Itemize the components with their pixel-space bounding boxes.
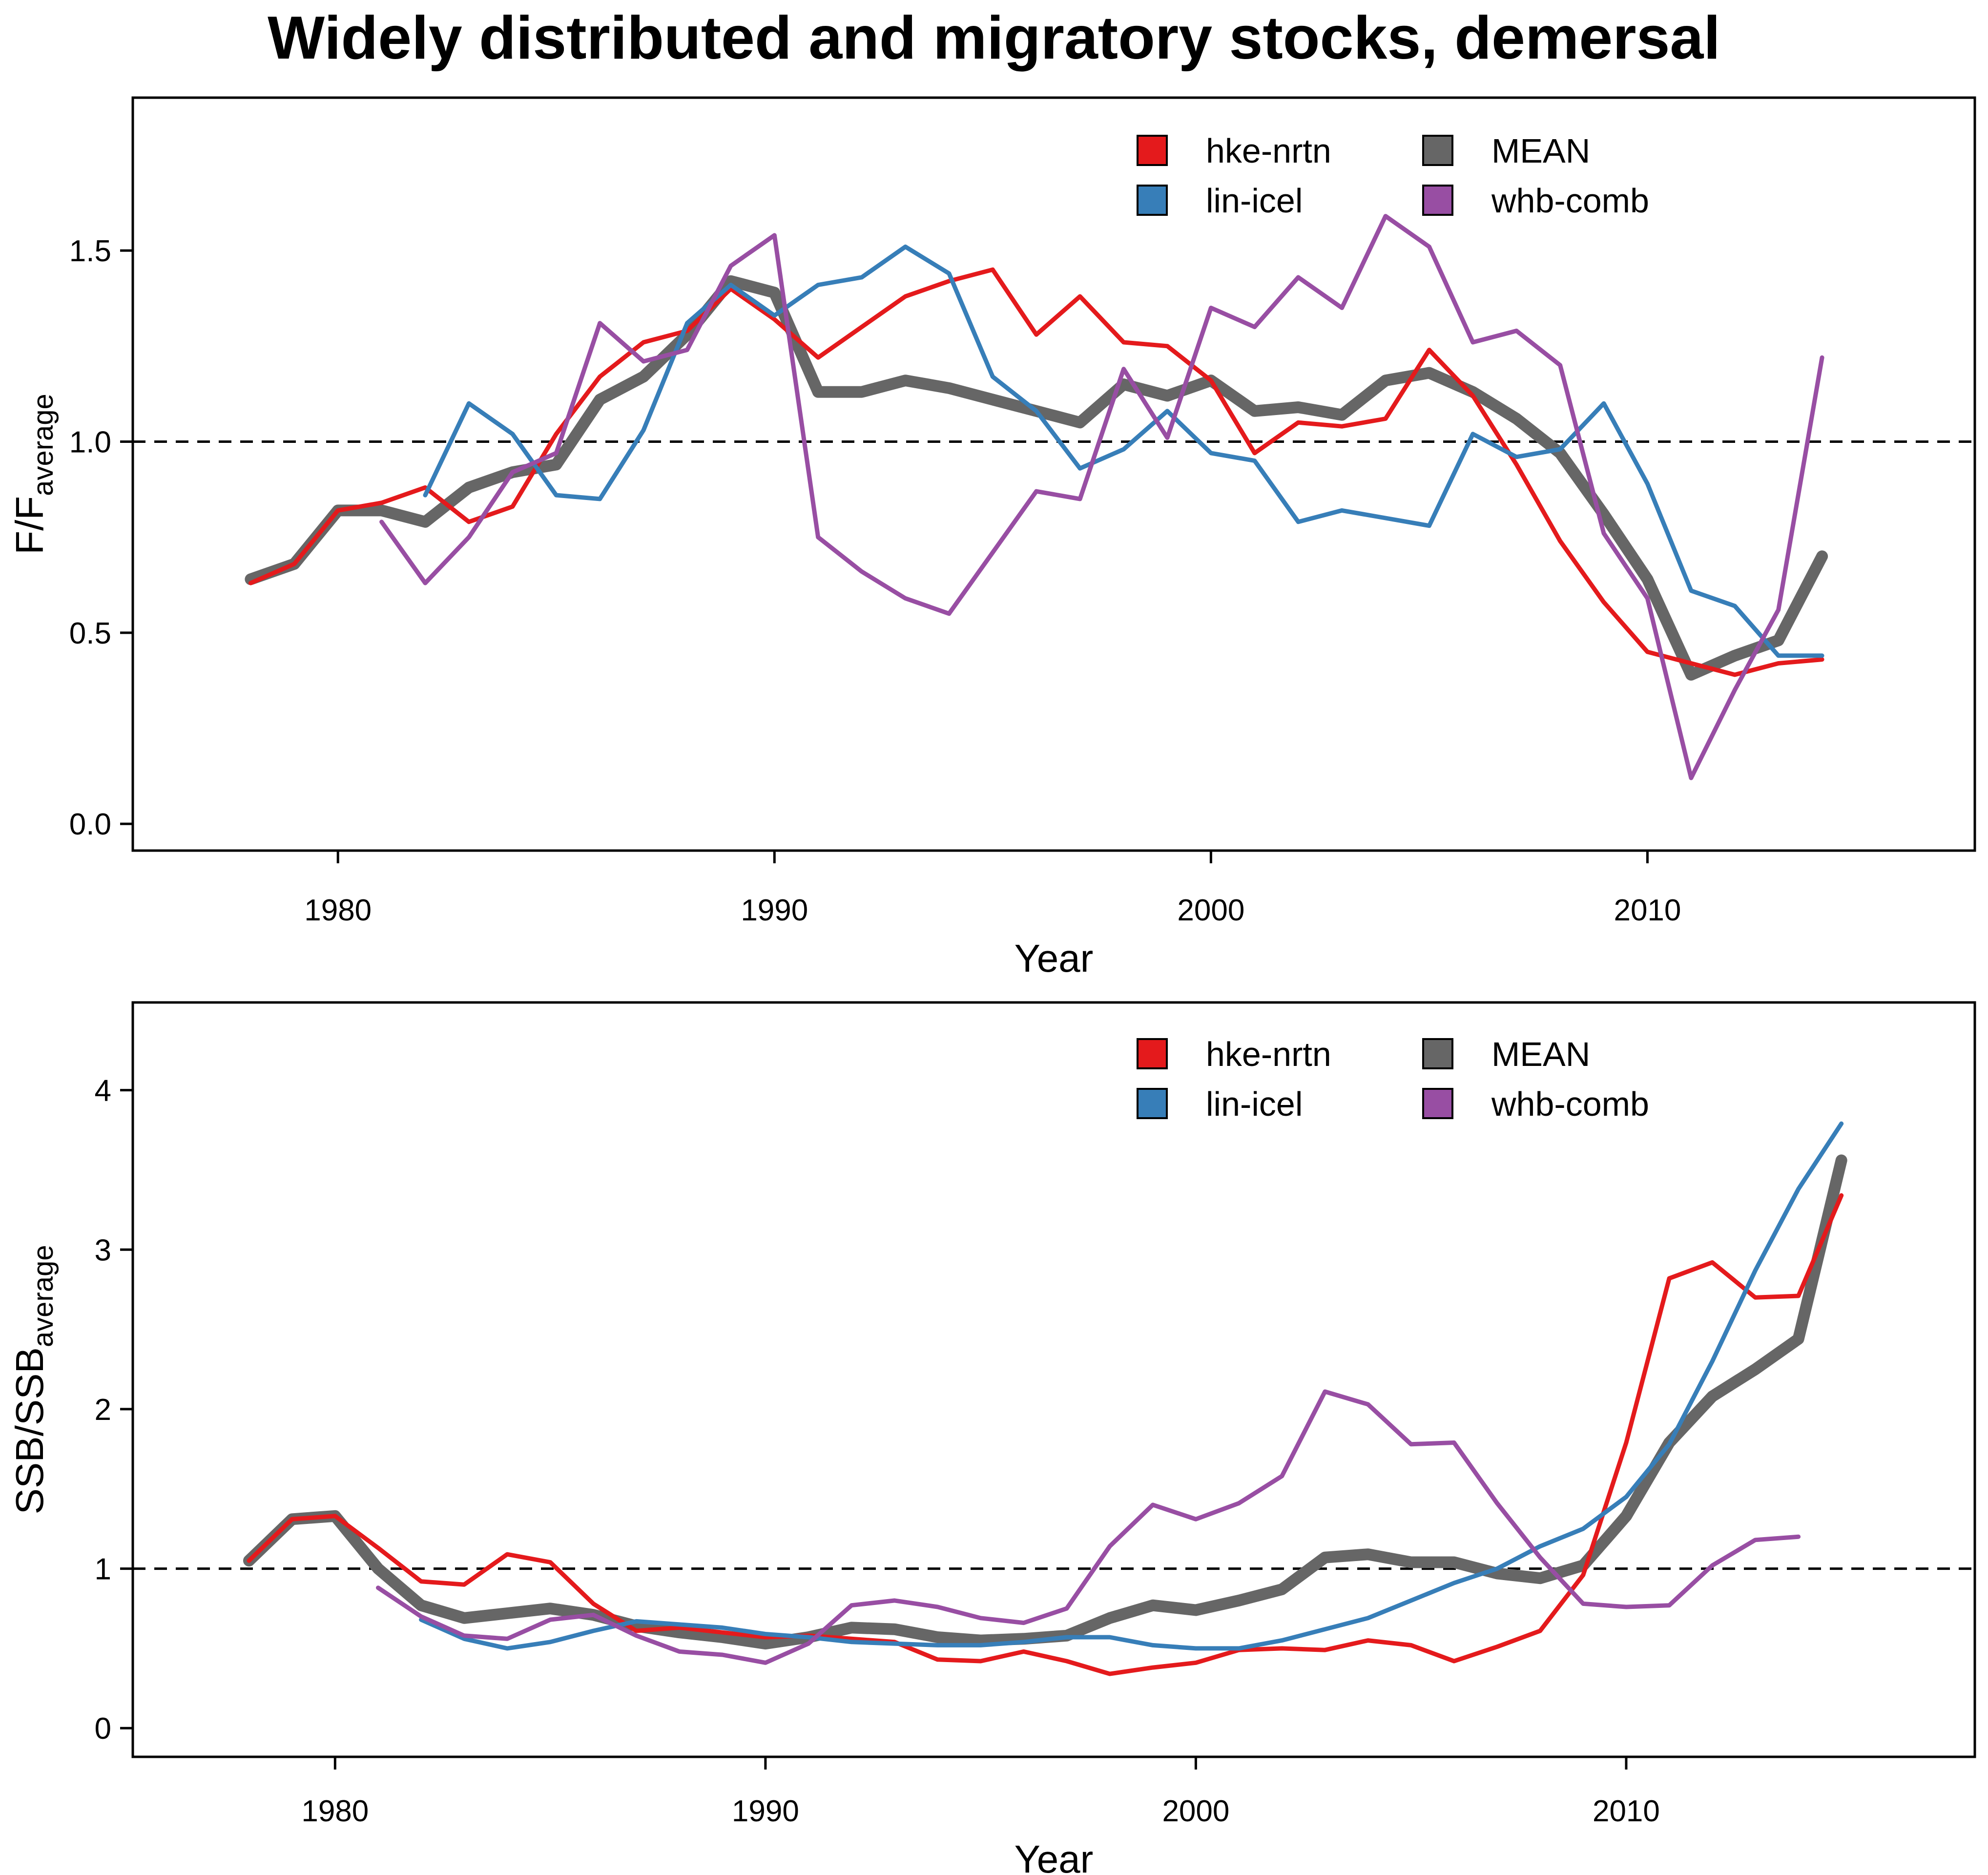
x-tick-label: 2000 <box>1162 1794 1229 1828</box>
y-axis-title-main: F/F <box>8 496 51 555</box>
y-tick-label: 1 <box>95 1553 111 1586</box>
y-axis-title: F/Faverage <box>8 394 59 555</box>
y-axis-title-main: SSB/SSB <box>8 1347 51 1514</box>
legend-swatch-MEAN <box>1422 135 1453 166</box>
legend-swatch-whb-comb <box>1422 1088 1453 1119</box>
legend-swatch-lin-icel <box>1137 185 1168 216</box>
series-line-lin-icel <box>419 1121 1844 1651</box>
series-line-whb-comb <box>379 214 1824 780</box>
legend-label-hke-nrtn: hke-nrtn <box>1206 1035 1331 1073</box>
y-tick-label: 1.0 <box>69 425 111 459</box>
x-tick-label: 2000 <box>1177 894 1244 927</box>
y-tick-label: 3 <box>95 1233 111 1267</box>
legend-label-lin-icel: lin-icel <box>1206 1085 1303 1123</box>
series-line-whb-comb <box>376 1389 1801 1665</box>
legend-label-lin-icel: lin-icel <box>1206 182 1303 220</box>
y-tick-label: 0.0 <box>69 808 111 841</box>
legend-label-MEAN: MEAN <box>1491 1035 1590 1073</box>
x-tick-label: 1980 <box>301 1794 369 1828</box>
x-tick-label: 2010 <box>1614 894 1681 927</box>
figure-title: Widely distributed and migratory stocks,… <box>268 4 1720 72</box>
y-tick-label: 2 <box>95 1393 111 1427</box>
x-axis-title: Year <box>1015 1837 1094 1875</box>
x-tick-label: 1980 <box>304 894 372 927</box>
series-line-MEAN <box>245 275 1828 681</box>
legend-swatch-hke-nrtn <box>1137 1038 1168 1069</box>
y-axis-title-subscript: average <box>27 1245 59 1348</box>
y-axis-title-subscript: average <box>27 394 59 496</box>
series-line-lin-icel <box>423 244 1824 658</box>
x-axis-title: Year <box>1015 937 1094 980</box>
y-tick-label: 0.5 <box>69 617 111 650</box>
x-tick-label: 1990 <box>732 1794 799 1828</box>
x-tick-label: 1990 <box>741 894 808 927</box>
legend-label-hke-nrtn: hke-nrtn <box>1206 132 1331 170</box>
series-line-hke-nrtn <box>248 267 1824 677</box>
legend-swatch-whb-comb <box>1422 185 1453 216</box>
plot-frame <box>131 96 1976 852</box>
f-ratio-panel: 1980 1990 2000 2010 0.0 0.5 1.0 1.5 hke-nrtn MEAN… <box>8 96 1976 980</box>
legend-swatch-lin-icel <box>1137 1088 1168 1119</box>
x-tick-label: 2010 <box>1593 1794 1660 1828</box>
y-tick-label: 1.5 <box>69 234 111 268</box>
ssb-ratio-panel: 1980 1990 2000 2010 0 1 2 3 4 hke-nrtn MEAN lin-ice… <box>8 1001 1976 1875</box>
y-tick-label: 0 <box>95 1712 111 1746</box>
series-line-hke-nrtn <box>247 1193 1844 1676</box>
legend-swatch-hke-nrtn <box>1137 135 1168 166</box>
legend-swatch-MEAN <box>1422 1038 1453 1069</box>
series-line-MEAN <box>243 1154 1847 1650</box>
plot-frame <box>131 1001 1976 1758</box>
legend-label-MEAN: MEAN <box>1491 132 1590 170</box>
y-tick-label: 4 <box>95 1074 111 1108</box>
y-axis-title: SSB/SSBaverage <box>8 1245 59 1515</box>
legend-label-whb-comb: whb-comb <box>1491 182 1649 220</box>
legend-label-whb-comb: whb-comb <box>1491 1085 1649 1123</box>
